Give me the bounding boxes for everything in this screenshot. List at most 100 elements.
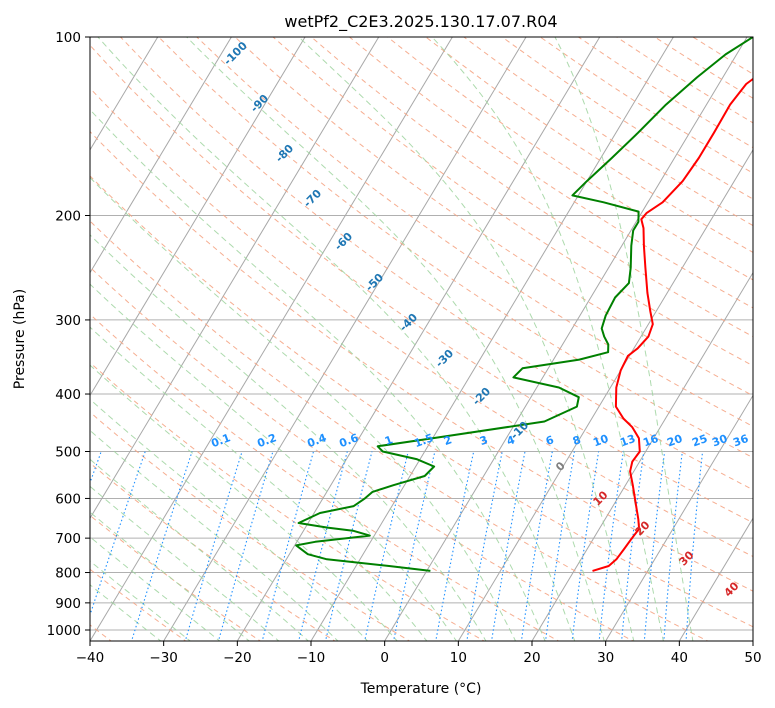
mixing-ratio-label: 1.5 [412, 431, 435, 450]
y-tick-label: 800 [55, 566, 81, 582]
moist-adiabat-line [90, 458, 310, 641]
mixing-ratio-line [261, 451, 315, 641]
mixing-ratio-line [131, 451, 193, 641]
moist-adiabat-line [90, 108, 546, 641]
x-tick-label: −40 [76, 650, 105, 666]
isotherm-line [605, 394, 753, 641]
moist-adiabat-line [90, 283, 458, 641]
isotherm-line [678, 517, 753, 641]
mixing-ratio-lines [90, 451, 704, 641]
isotherm-line [90, 37, 232, 274]
x-tick-label: −30 [149, 650, 178, 666]
moist-adiabat-line [90, 326, 428, 641]
mixing-ratio-label: 20 [665, 432, 684, 450]
dry-adiabat-line [349, 37, 753, 309]
isotherm-line [457, 148, 753, 641]
y-tick-label: 100 [55, 30, 81, 46]
isotherm-line [531, 271, 753, 641]
x-tick-label: −10 [297, 650, 326, 666]
mixing-ratio-label: 13 [618, 432, 637, 449]
mixing-ratio-label: 30 [710, 432, 729, 450]
moist-adiabat-line [90, 485, 280, 641]
moist-adiabat-line [90, 398, 369, 641]
y-tick-label: 1000 [47, 623, 81, 639]
y-tick-label: 500 [55, 444, 81, 460]
x-tick-label: 50 [744, 650, 761, 666]
moist-adiabat-line [90, 176, 517, 641]
y-tick-label: 600 [55, 491, 81, 507]
moist-adiabat-line [90, 429, 339, 641]
dewpoint-series-line [295, 37, 753, 572]
mixing-ratio-label: 0.6 [337, 431, 360, 450]
y-tick-label: 900 [55, 596, 81, 612]
mixing-ratio-line [685, 451, 704, 641]
chart-title: wetPf2_C2E3.2025.130.17.07.R04 [284, 12, 557, 32]
plot-frame [89, 36, 754, 642]
dry-adiabat-line [158, 37, 753, 459]
profile-series [295, 37, 753, 572]
x-tick-label: 10 [450, 650, 467, 666]
mixing-ratio-line [620, 451, 645, 641]
y-tick-label: 200 [55, 209, 81, 225]
mixing-ratio-line [392, 451, 436, 641]
mixing-ratio-label: 25 [690, 432, 709, 449]
dry-adiabat-line [90, 361, 485, 641]
mixing-ratio-line [663, 451, 683, 641]
dry-adiabat-line [120, 37, 753, 491]
dry-adiabat-line [272, 37, 753, 367]
isotherm-line [90, 37, 306, 397]
dry-adiabats [90, 37, 753, 641]
dry-adiabat-line [196, 37, 753, 427]
moist-adiabat-line [431, 37, 664, 641]
mixing-ratio-line [184, 451, 243, 641]
y-tick-label: 400 [55, 387, 81, 403]
isotherm-line [90, 37, 159, 151]
dry-adiabat-line [90, 514, 262, 641]
mixing-ratio-line [298, 451, 348, 641]
y-tick-label: 700 [55, 531, 81, 547]
x-tick-label: −20 [223, 650, 252, 666]
isotherm-line [90, 37, 380, 520]
dry-adiabat-line [90, 130, 753, 592]
dry-adiabat-line [90, 44, 753, 524]
mixing-ratio-label: 0.4 [305, 431, 328, 450]
y-axis-label: Pressure (hPa) [12, 289, 28, 389]
moist-adiabat-line [186, 37, 605, 641]
mixing-ratio-line [217, 451, 274, 641]
mixing-ratio-line [643, 451, 666, 641]
mixing-ratio-label: 1 [383, 433, 395, 448]
dry-adiabat-line [90, 266, 635, 641]
x-tick-label: 30 [597, 650, 614, 666]
x-tick-label: 0 [380, 650, 389, 666]
moist-adiabat-line [90, 234, 487, 641]
mixing-ratio-label: 6 [544, 433, 556, 448]
isotherm-line [384, 37, 748, 641]
x-tick-label: 40 [671, 650, 688, 666]
mixing-ratio-label: 0.1 [209, 431, 232, 450]
temperature-series-line [592, 77, 753, 572]
mixing-ratio-label: 10 [591, 432, 610, 450]
mixing-ratio-line [571, 451, 600, 641]
moist-adiabat-line [97, 37, 576, 641]
isotherm-line [90, 37, 453, 641]
mixing-ratio-line [598, 451, 624, 641]
mixing-ratio-label: 0.2 [255, 431, 278, 450]
x-axis-label: Temperature (°C) [360, 681, 482, 697]
dry-adiabat-line [90, 220, 709, 641]
mixing-ratio-label: 36 [731, 432, 750, 450]
x-tick-label: 20 [523, 650, 540, 666]
mixing-ratio-line [324, 451, 373, 641]
mixing-ratio-label: 16 [641, 432, 660, 450]
mixing-ratio-label: 3 [478, 433, 490, 448]
y-tick-label: 300 [55, 313, 81, 329]
mixing-ratio-label: 8 [571, 433, 583, 448]
isotherm-line [236, 37, 601, 641]
dry-adiabat-line [90, 175, 753, 628]
y-axis-ticks: 1000 900 800 700 600 500 400 300 200 100 [47, 30, 90, 639]
moist-adiabats [90, 37, 694, 641]
mixing-ratio-label: 4 [505, 433, 517, 448]
mixing-ratio-label: 2 [442, 433, 454, 448]
moist-adiabat-line [298, 37, 635, 641]
mixing-ratio-line [545, 451, 575, 641]
